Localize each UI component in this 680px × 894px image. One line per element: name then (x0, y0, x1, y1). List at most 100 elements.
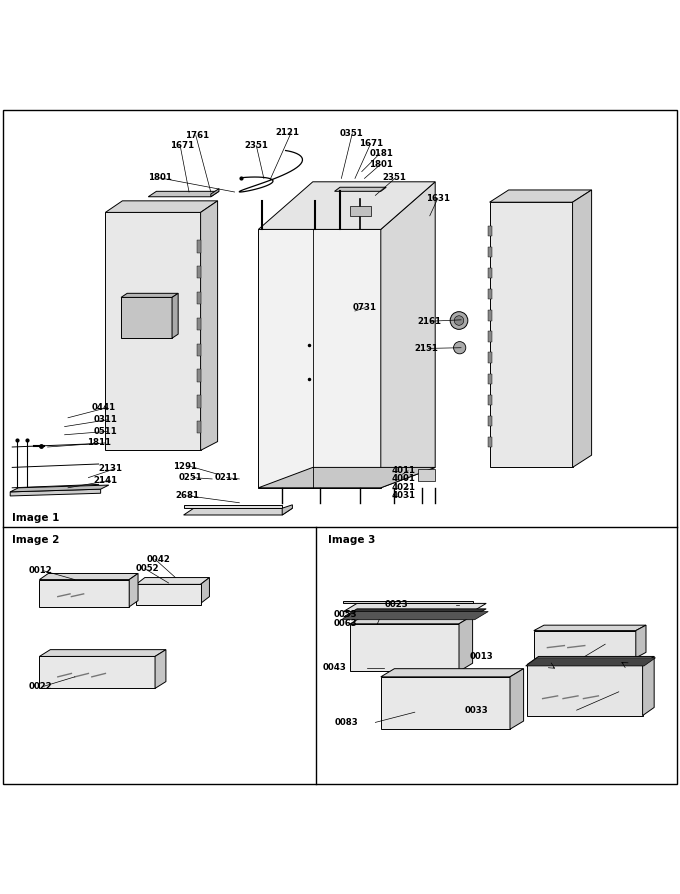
Polygon shape (10, 485, 109, 492)
Text: 2121: 2121 (275, 129, 299, 138)
Polygon shape (381, 677, 510, 730)
Text: 2681: 2681 (175, 492, 199, 501)
Text: 0013: 0013 (469, 652, 493, 661)
Polygon shape (488, 226, 492, 236)
Text: 0063: 0063 (333, 620, 357, 628)
Text: 0311: 0311 (94, 416, 118, 425)
Polygon shape (643, 656, 654, 715)
Text: 2141: 2141 (94, 476, 118, 485)
Polygon shape (197, 421, 201, 434)
Polygon shape (105, 213, 201, 451)
Text: 1761: 1761 (185, 131, 209, 140)
Polygon shape (282, 505, 292, 515)
Text: 2161: 2161 (418, 316, 441, 325)
Text: 1671: 1671 (170, 141, 194, 150)
Polygon shape (488, 394, 492, 405)
Polygon shape (510, 669, 524, 730)
Polygon shape (184, 505, 282, 508)
Polygon shape (488, 374, 492, 384)
Polygon shape (211, 189, 219, 197)
Polygon shape (197, 369, 201, 382)
Text: 0731: 0731 (353, 303, 377, 312)
Circle shape (450, 312, 468, 329)
Polygon shape (350, 206, 371, 215)
Text: 1801: 1801 (369, 160, 393, 169)
Text: 0053: 0053 (333, 611, 357, 620)
Text: 4011: 4011 (392, 467, 415, 476)
Polygon shape (573, 190, 592, 468)
Text: 0211: 0211 (215, 473, 239, 482)
Polygon shape (39, 656, 155, 688)
Polygon shape (527, 664, 643, 715)
Polygon shape (636, 625, 646, 658)
Text: Image 2: Image 2 (12, 536, 60, 545)
Polygon shape (418, 468, 435, 481)
Polygon shape (172, 293, 178, 338)
Polygon shape (341, 611, 488, 620)
Polygon shape (488, 332, 492, 342)
Polygon shape (381, 669, 524, 677)
Polygon shape (343, 601, 473, 603)
Text: 1291: 1291 (173, 461, 197, 470)
Text: 0042: 0042 (146, 554, 170, 564)
Polygon shape (350, 616, 473, 624)
Polygon shape (148, 191, 219, 197)
Text: 0022: 0022 (29, 682, 52, 691)
Text: 0023: 0023 (384, 600, 408, 609)
Text: 0511: 0511 (94, 426, 118, 436)
Circle shape (454, 316, 464, 325)
Text: 0043: 0043 (323, 663, 347, 672)
Text: 4021: 4021 (392, 484, 415, 493)
Polygon shape (197, 292, 201, 304)
Polygon shape (490, 190, 592, 202)
Text: 0181: 0181 (369, 149, 393, 158)
Polygon shape (39, 573, 138, 579)
Text: Image 1: Image 1 (12, 513, 60, 523)
Polygon shape (258, 230, 381, 488)
Polygon shape (488, 352, 492, 363)
Polygon shape (527, 656, 654, 664)
Polygon shape (155, 650, 166, 688)
Polygon shape (136, 585, 201, 604)
Polygon shape (10, 489, 101, 496)
Polygon shape (534, 625, 646, 630)
Text: 0251: 0251 (179, 473, 203, 482)
Polygon shape (490, 202, 573, 468)
Polygon shape (197, 266, 201, 278)
Polygon shape (488, 310, 492, 321)
Text: 0351: 0351 (340, 129, 364, 138)
Polygon shape (343, 609, 486, 617)
Polygon shape (184, 508, 292, 515)
Polygon shape (201, 578, 209, 603)
Polygon shape (121, 293, 178, 298)
Polygon shape (136, 578, 209, 585)
Text: 1671: 1671 (359, 139, 383, 148)
Polygon shape (39, 650, 166, 656)
Polygon shape (488, 416, 492, 426)
Circle shape (454, 342, 466, 354)
Text: 2351: 2351 (245, 141, 269, 150)
Polygon shape (350, 624, 459, 671)
Polygon shape (343, 603, 486, 611)
Text: 2351: 2351 (383, 173, 407, 182)
Polygon shape (258, 181, 435, 230)
Polygon shape (121, 298, 172, 338)
Text: 0033: 0033 (464, 705, 488, 714)
Polygon shape (488, 247, 492, 257)
Polygon shape (197, 395, 201, 408)
Polygon shape (197, 240, 201, 252)
Text: 0052: 0052 (136, 564, 160, 573)
Polygon shape (197, 317, 201, 330)
Polygon shape (129, 573, 138, 607)
Text: 1631: 1631 (426, 194, 449, 203)
Polygon shape (197, 343, 201, 356)
Polygon shape (39, 579, 129, 607)
Text: 2151: 2151 (415, 344, 439, 353)
Polygon shape (459, 616, 473, 671)
Polygon shape (381, 181, 435, 488)
Text: 0012: 0012 (29, 566, 52, 575)
Polygon shape (488, 437, 492, 447)
Text: 0083: 0083 (335, 718, 358, 727)
Polygon shape (258, 468, 435, 488)
Text: 2131: 2131 (99, 464, 122, 473)
